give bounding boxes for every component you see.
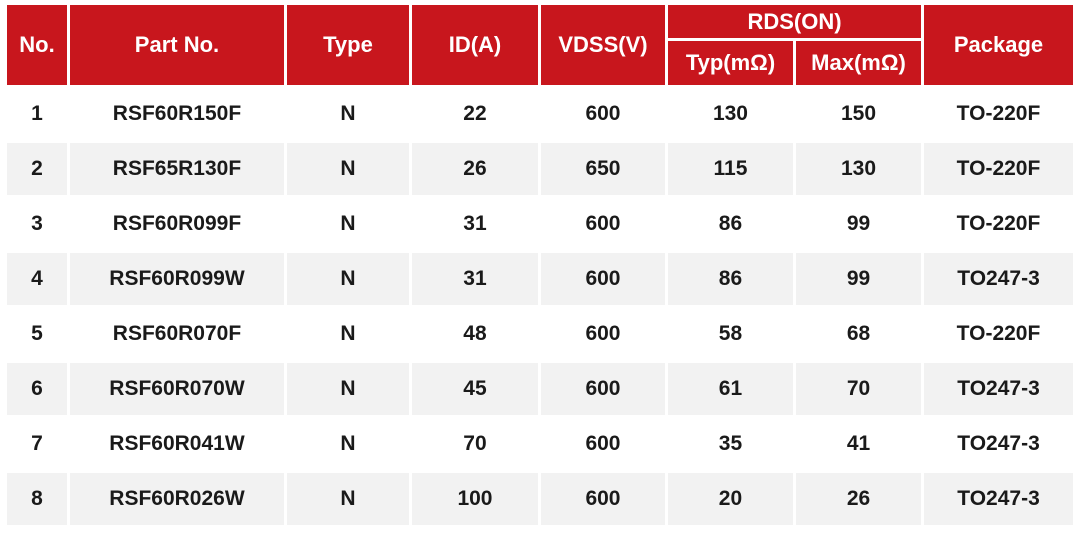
header-vdss-v: VDSS(V) [540,5,665,85]
cell-max-mohm: 99 [795,253,921,305]
cell-type: N [286,473,409,525]
cell-part-no: RSF60R150F [69,88,284,140]
table-body: 1 RSF60R150F N 22 600 130 150 TO-220F 2 RSF65R130… [6,88,1073,525]
cell-typ-mohm: 130 [667,88,793,140]
cell-max-mohm: 99 [795,198,921,250]
cell-typ-mohm: 61 [667,363,793,415]
cell-id-a: 26 [411,143,538,195]
cell-id-a: 100 [411,473,538,525]
cell-id-a: 48 [411,308,538,360]
cell-package: TO-220F [924,143,1073,195]
cell-id-a: 22 [411,88,538,140]
cell-max-mohm: 70 [795,363,921,415]
cell-typ-mohm: 86 [667,198,793,250]
cell-vdss-v: 600 [540,418,665,470]
cell-typ-mohm: 35 [667,418,793,470]
cell-type: N [286,363,409,415]
cell-part-no: RSF60R099W [69,253,284,305]
cell-part-no: RSF60R026W [69,473,284,525]
cell-no: 7 [6,418,67,470]
cell-type: N [286,88,409,140]
table-row: 1 RSF60R150F N 22 600 130 150 TO-220F [6,88,1073,140]
cell-package: TO247-3 [924,363,1073,415]
table-row: 6 RSF60R070W N 45 600 61 70 TO247-3 [6,363,1073,415]
cell-type: N [286,418,409,470]
cell-package: TO247-3 [924,418,1073,470]
cell-vdss-v: 600 [540,88,665,140]
cell-id-a: 31 [411,253,538,305]
cell-no: 3 [6,198,67,250]
cell-type: N [286,143,409,195]
table-row: 5 RSF60R070F N 48 600 58 68 TO-220F [6,308,1073,360]
cell-no: 5 [6,308,67,360]
cell-max-mohm: 41 [795,418,921,470]
cell-vdss-v: 600 [540,253,665,305]
cell-no: 2 [6,143,67,195]
table-row: 3 RSF60R099F N 31 600 86 99 TO-220F [6,198,1073,250]
cell-package: TO-220F [924,198,1073,250]
cell-max-mohm: 26 [795,473,921,525]
cell-no: 1 [6,88,67,140]
table-row: 4 RSF60R099W N 31 600 86 99 TO247-3 [6,253,1073,305]
cell-type: N [286,253,409,305]
cell-vdss-v: 600 [540,198,665,250]
cell-typ-mohm: 20 [667,473,793,525]
header-no: No. [6,5,67,85]
cell-id-a: 70 [411,418,538,470]
cell-package: TO247-3 [924,253,1073,305]
table-row: 8 RSF60R026W N 100 600 20 26 TO247-3 [6,473,1073,525]
header-part-no: Part No. [69,5,284,85]
header-package: Package [924,5,1073,85]
cell-id-a: 31 [411,198,538,250]
cell-part-no: RSF60R070F [69,308,284,360]
header-rds-on-group: RDS(ON) [667,5,921,38]
cell-part-no: RSF65R130F [69,143,284,195]
cell-part-no: RSF60R070W [69,363,284,415]
cell-max-mohm: 68 [795,308,921,360]
cell-type: N [286,198,409,250]
cell-package: TO-220F [924,88,1073,140]
header-id-a: ID(A) [411,5,538,85]
table-row: 7 RSF60R041W N 70 600 35 41 TO247-3 [6,418,1073,470]
cell-type: N [286,308,409,360]
cell-no: 6 [6,363,67,415]
cell-vdss-v: 650 [540,143,665,195]
mosfet-spec-table: No. Part No. Type ID(A) VDSS(V) RDS(ON) … [4,2,1076,528]
cell-part-no: RSF60R099F [69,198,284,250]
cell-id-a: 45 [411,363,538,415]
cell-vdss-v: 600 [540,473,665,525]
table-header: No. Part No. Type ID(A) VDSS(V) RDS(ON) … [6,5,1073,85]
cell-typ-mohm: 86 [667,253,793,305]
cell-typ-mohm: 115 [667,143,793,195]
cell-part-no: RSF60R041W [69,418,284,470]
cell-max-mohm: 150 [795,88,921,140]
cell-no: 8 [6,473,67,525]
cell-typ-mohm: 58 [667,308,793,360]
cell-vdss-v: 600 [540,308,665,360]
header-rds-max: Max(mΩ) [795,41,921,85]
cell-vdss-v: 600 [540,363,665,415]
cell-package: TO-220F [924,308,1073,360]
header-type: Type [286,5,409,85]
cell-max-mohm: 130 [795,143,921,195]
table-row: 2 RSF65R130F N 26 650 115 130 TO-220F [6,143,1073,195]
header-rds-typ: Typ(mΩ) [667,41,793,85]
cell-package: TO247-3 [924,473,1073,525]
cell-no: 4 [6,253,67,305]
